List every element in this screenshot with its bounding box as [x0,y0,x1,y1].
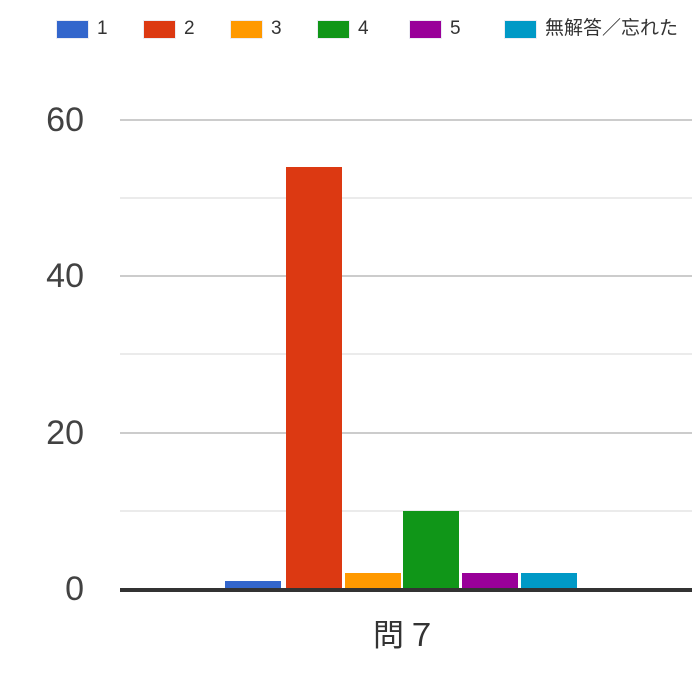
legend-item-1: 1 [57,19,108,39]
legend-label: 4 [358,18,369,39]
legend-swatch-icon [144,20,175,38]
bar-series-4[interactable] [403,511,459,589]
x-axis-title: 問７ [373,618,439,653]
gridline-minor-10 [120,509,692,512]
gridline-minor-30 [120,353,692,356]
bar-series-3[interactable] [345,573,401,589]
y-axis-tick-label-20: 20 [46,413,84,452]
legend-item-5: 5 [410,19,461,39]
y-axis-tick-label-40: 40 [46,257,84,296]
legend-label: 5 [450,18,461,39]
legend-label: 1 [97,18,108,39]
bar-series-2[interactable] [286,167,342,589]
bar-series-5[interactable] [462,573,518,589]
legend-swatch-icon [318,20,349,38]
gridline-major-40 [120,275,692,278]
legend-item-4: 4 [318,19,369,39]
legend-item-3: 3 [231,19,282,39]
legend-item-2: 2 [144,19,195,39]
legend-swatch-icon [57,20,88,38]
gridline-major-20 [120,431,692,434]
x-axis-line [120,588,692,592]
legend-label: 2 [184,18,195,39]
legend-swatch-icon [231,20,262,38]
gridline-major-60 [120,118,692,121]
gridline-minor-50 [120,197,692,200]
bar-series-1[interactable] [225,581,281,589]
y-axis-tick-label-0: 0 [65,570,84,608]
legend-item-6: 無解答／忘れた [505,19,678,39]
legend-swatch-icon [505,20,536,38]
legend-swatch-icon [410,20,441,38]
legend-label: 無解答／忘れた [545,18,679,39]
legend-label: 3 [271,18,282,39]
bar-series-6[interactable] [521,573,577,589]
y-axis-tick-label-60: 60 [46,100,84,139]
